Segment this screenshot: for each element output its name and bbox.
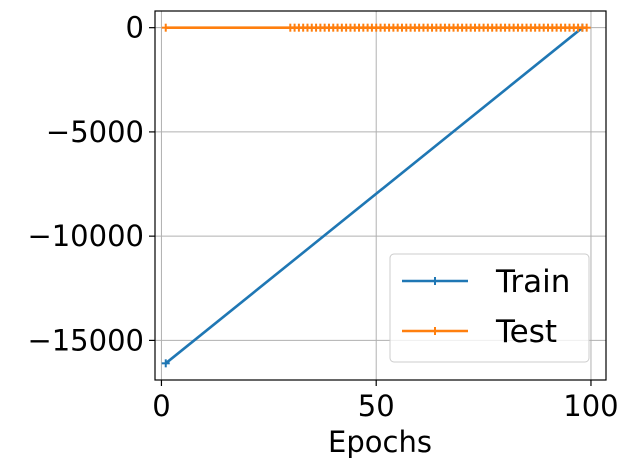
legend-item-test: Test <box>402 314 557 350</box>
plot-frame <box>154 10 607 381</box>
data-point <box>582 23 591 32</box>
legend-marker <box>431 277 439 285</box>
legend-marker <box>431 327 439 335</box>
series-layer <box>161 23 591 368</box>
ticks: 0 50 100 0 −5000 −10000 −15000 <box>27 11 618 423</box>
legend-item-train: Train <box>402 264 570 300</box>
legend-label: Test <box>495 314 557 350</box>
data-point <box>161 23 170 32</box>
y-tick-label: −10000 <box>27 219 144 253</box>
x-axis-label: Epochs <box>328 425 432 459</box>
data-point <box>161 359 170 368</box>
legend-label: Train <box>495 264 570 300</box>
x-tick-label: 0 <box>152 389 170 423</box>
series-test <box>161 23 591 32</box>
legend: Train Test <box>389 253 590 363</box>
series-line <box>164 26 584 365</box>
y-tick-label: −5000 <box>46 115 144 149</box>
x-tick-label: 50 <box>358 389 395 423</box>
y-tick-label: 0 <box>126 11 144 45</box>
y-tick-label: −15000 <box>27 323 144 357</box>
x-tick-label: 100 <box>563 389 618 423</box>
